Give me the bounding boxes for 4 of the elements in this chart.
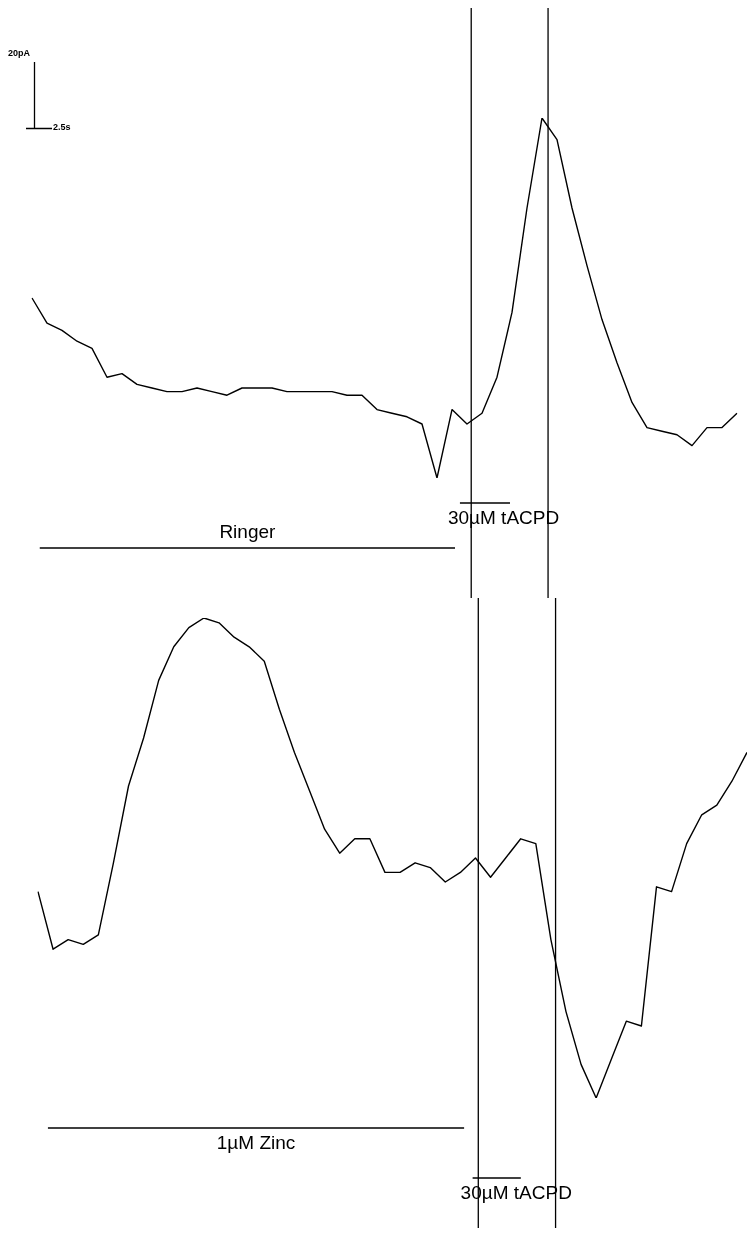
text: 1µM Zinc [216, 1131, 296, 1153]
annotation: 2.5s [53, 122, 71, 132]
scale-bar: 20pA 2.5s [8, 48, 70, 136]
text: Ringer [219, 520, 277, 542]
